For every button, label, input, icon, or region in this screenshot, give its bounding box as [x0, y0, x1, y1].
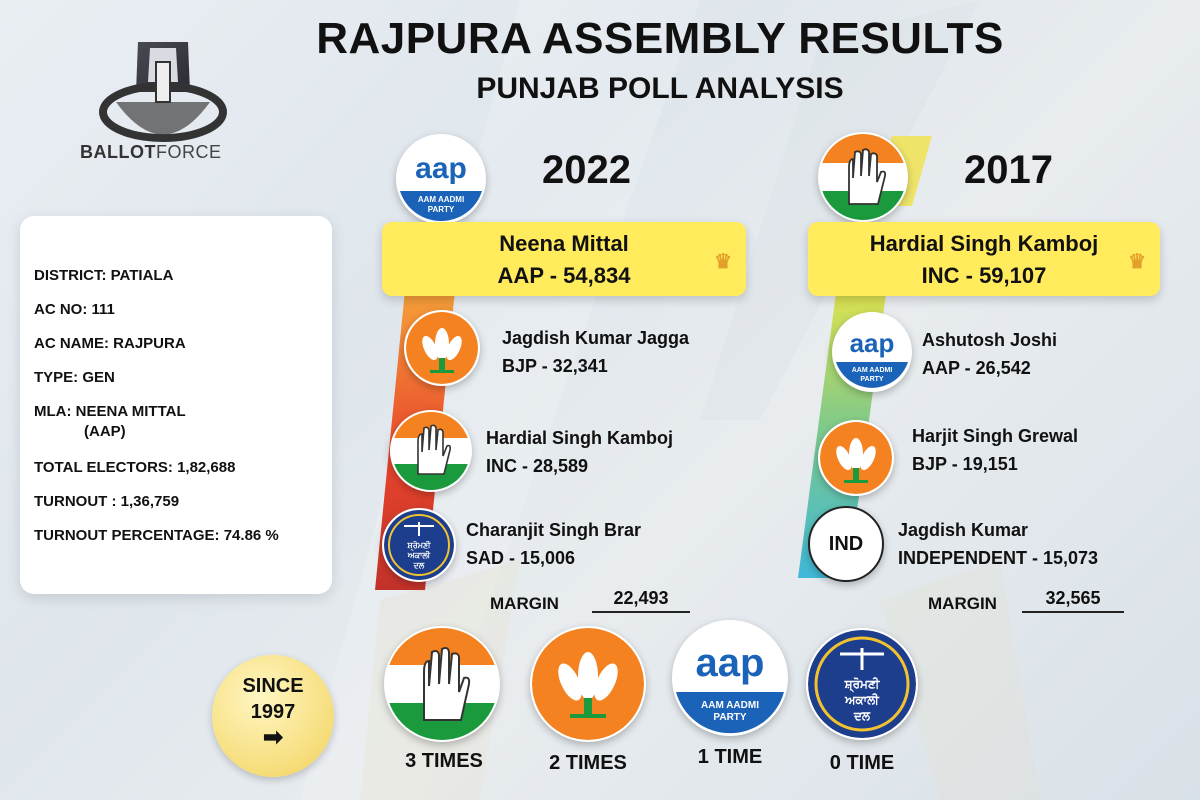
lotus-icon: [820, 422, 892, 494]
svg-text:ਸ਼੍ਰੋਮਣੀ: ਸ਼੍ਰੋਮਣੀ: [844, 676, 881, 692]
svg-text:AAM AADMI: AAM AADMI: [418, 195, 464, 204]
svg-text:aap: aap: [415, 152, 467, 185]
aap-logo-2017: aap AAM AADMI PARTY: [832, 312, 912, 392]
turnout-percentage-line: TURNOUT PERCENTAGE: 74.86 %: [34, 527, 279, 544]
candidate-2022-2: Hardial Singh Kamboj INC - 28,589: [486, 428, 674, 476]
sad-wins-label: 0 TIME: [829, 752, 895, 774]
aap-wins-label: 1 TIME: [697, 746, 763, 768]
hand-icon: [386, 628, 498, 740]
bjp-logo: [404, 310, 480, 386]
year-2017: 2017: [964, 148, 1053, 192]
svg-text:AAM AADMI: AAM AADMI: [852, 367, 893, 374]
aap-icon: aap AAM AADMI PARTY: [674, 622, 786, 734]
winner-votes: AAP - 54,834: [497, 263, 631, 288]
margin-value-2022: 22,493: [592, 588, 690, 613]
candidate-2017-1: Ashutosh Joshi AAP - 26,542: [922, 330, 1058, 378]
candidate-2017-2: Harjit Singh Grewal BJP - 19,151: [912, 426, 1079, 474]
lotus-icon: [406, 312, 478, 384]
inc-wins-label: 3 TIMES: [405, 750, 483, 772]
ac-name-line: AC NAME: RAJPURA: [34, 335, 186, 352]
ind-logo: IND: [808, 506, 884, 582]
mla-name: MLA: NEENA MITTAL: [34, 403, 186, 420]
svg-text:ਸ਼੍ਰੋਮਣੀ: ਸ਼੍ਰੋਮਣੀ: [406, 539, 431, 551]
winner-card-2017: Hardial Singh Kamboj INC - 59,107 ♛: [808, 222, 1160, 296]
scales-icon: ਸ਼੍ਰੋਮਣੀ ਅਕਾਲੀ ਦਲ: [808, 630, 916, 738]
svg-text:ਦਲ: ਦਲ: [853, 709, 871, 723]
svg-text:ਦਲ: ਦਲ: [413, 561, 425, 570]
page-subtitle: PUNJAB POLL ANALYSIS: [476, 72, 844, 105]
winner-card-2022: Neena Mittal AAP - 54,834 ♛: [382, 222, 746, 296]
bjp-wins-label: 2 TIMES: [549, 752, 627, 774]
year-2022: 2022: [542, 148, 631, 192]
aap-logo-2022: aap AAM AADMI PARTY: [396, 134, 486, 224]
hand-icon: [820, 134, 906, 220]
district-line: DISTRICT: PATIALA: [34, 267, 174, 284]
crown-icon: ♛: [1128, 251, 1146, 273]
since-1997-badge: SINCE 1997 ➡: [212, 655, 334, 777]
svg-text:PARTY: PARTY: [713, 712, 746, 723]
winner-name: Neena Mittal: [499, 231, 629, 256]
page-title: RAJPURA ASSEMBLY RESULTS: [316, 14, 1004, 63]
margin-label-2022: MARGIN: [490, 594, 559, 613]
inc-logo: [390, 410, 472, 492]
winner-name: Hardial Singh Kamboj: [869, 231, 1099, 256]
bjp-wins-logo: [530, 626, 646, 742]
ind-label: IND: [828, 532, 864, 555]
turnout-line: TURNOUT : 1,36,759: [34, 493, 180, 510]
scales-icon: ਸ਼੍ਰੋਮਣੀ ਅਕਾਲੀ ਦਲ: [384, 510, 454, 580]
ac-no-line: AC NO: 111: [34, 301, 115, 318]
svg-text:aap: aap: [850, 328, 895, 358]
svg-text:PARTY: PARTY: [860, 376, 884, 383]
sad-logo: ਸ਼੍ਰੋਮਣੀ ਅਕਾਲੀ ਦਲ: [382, 508, 456, 582]
svg-text:AAM AADMI: AAM AADMI: [701, 700, 759, 711]
header: RAJPURA ASSEMBLY RESULTS PUNJAB POLL ANA…: [0, 14, 1200, 106]
total-electors-line: TOTAL ELECTORS: 1,82,688: [34, 459, 236, 476]
aap-icon: aap AAM AADMI PARTY: [834, 314, 910, 390]
candidate-2022-3: Charanjit Singh Brar SAD - 15,006: [466, 520, 642, 568]
brand-name: BALLOTFORCE: [80, 142, 222, 162]
mla-line: MLA: NEENA MITTAL (AAP): [34, 402, 332, 458]
crown-icon: ♛: [714, 251, 732, 273]
bjp-logo-2017: [818, 420, 894, 496]
margin-value-2017: 32,565: [1022, 588, 1124, 613]
inc-logo-2017: [818, 132, 908, 222]
sad-wins-logo: ਸ਼੍ਰੋਮਣੀ ਅਕਾਲੀ ਦਲ: [806, 628, 918, 740]
arrow-right-icon: ➡: [262, 724, 284, 751]
type-line: TYPE: GEN: [34, 369, 115, 386]
hand-icon: [392, 412, 470, 490]
svg-text:ਅਕਾਲੀ: ਅਕਾਲੀ: [844, 693, 880, 707]
aap-wins-logo: aap AAM AADMI PARTY: [672, 620, 788, 736]
winner-votes: INC - 59,107: [921, 263, 1047, 288]
inc-wins-logo: [384, 626, 500, 742]
lotus-icon: [532, 628, 644, 740]
svg-text:aap: aap: [696, 641, 765, 685]
candidate-2017-3: Jagdish Kumar INDEPENDENT - 15,073: [898, 520, 1099, 568]
constituency-info-card: DISTRICT: PATIALA AC NO: 111 AC NAME: RA…: [20, 216, 332, 594]
ballotforce-logo: [99, 42, 227, 142]
svg-text:ਅਕਾਲੀ: ਅਕਾਲੀ: [407, 550, 431, 560]
svg-text:PARTY: PARTY: [428, 205, 455, 214]
mla-party: (AAP): [84, 423, 126, 440]
candidate-2022-1: Jagdish Kumar Jagga BJP - 32,341: [502, 328, 690, 376]
aap-icon: aap AAM AADMI PARTY: [398, 136, 484, 222]
margin-label-2017: MARGIN: [928, 594, 997, 613]
